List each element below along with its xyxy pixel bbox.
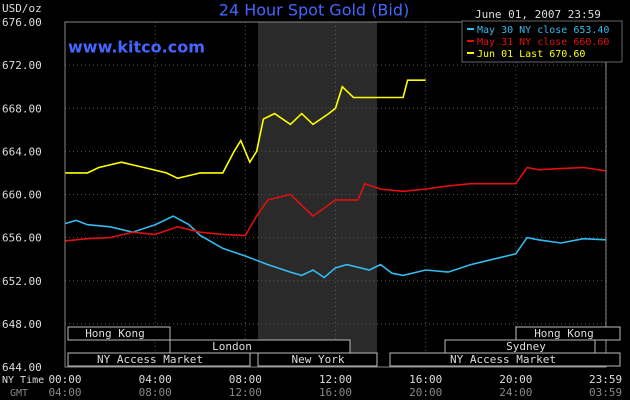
x-tick-label: 20:00 (499, 373, 532, 386)
y-tick-label: 664.00 (2, 145, 42, 158)
session-box (169, 339, 351, 354)
y-tick-label: 644.00 (2, 361, 42, 374)
legend-label: May 30 NY close 653.40 (477, 25, 609, 36)
session-box (67, 326, 171, 341)
legend (461, 20, 623, 63)
session-box (67, 352, 251, 367)
gmt-tick-label: 16:00 (319, 386, 352, 399)
chart-title: 24 Hour Spot Gold (Bid) (219, 1, 409, 20)
y-tick-label: 652.00 (2, 275, 42, 288)
source: www.kitco.com (68, 38, 205, 57)
legend-label: Jun 01 Last 670.60 (477, 49, 585, 60)
session-label: NY Access Market (97, 353, 203, 366)
y-axis-label: USD/oz (2, 2, 42, 15)
x-tick-label: 16:00 (409, 373, 442, 386)
x-tick-label: 04:00 (139, 373, 172, 386)
session-label: London (212, 340, 252, 353)
date: June 01, 2007 23:59 (475, 8, 601, 21)
x-tick-label: 08:00 (229, 373, 262, 386)
gmt-tick-label: 04:00 (48, 386, 81, 399)
gmt-tick-label: 03:59 (589, 386, 622, 399)
gmt-tick-label: 08:00 (139, 386, 172, 399)
session-box (444, 339, 596, 354)
session-label: NY Access Market (450, 353, 556, 366)
session-box (257, 352, 378, 367)
y-tick-label: 660.00 (2, 189, 42, 202)
plot-frame (64, 21, 607, 368)
sessions: Hong Kong London NY Access Market New Yo… (67, 326, 621, 367)
session-label: Hong Kong (85, 327, 145, 340)
y-tick-label: 668.00 (2, 102, 42, 115)
x-tick-label: 23:59 (589, 373, 622, 386)
x-row-label: NY Time (2, 375, 44, 386)
session-label: New York (292, 353, 345, 366)
series-line (64, 215, 606, 279)
gmt-tick-label: 12:00 (229, 386, 262, 399)
x-tick-label: 00:00 (48, 373, 81, 386)
y-tick-label: 676.00 (2, 16, 42, 29)
y-tick-label: 672.00 (2, 59, 42, 72)
gmt-tick-label: 20:00 (409, 386, 442, 399)
series-line (65, 79, 426, 180)
session-label: Sydney (506, 340, 546, 353)
gmt-tick-label: 24:00 (499, 386, 532, 399)
series-line (64, 166, 606, 242)
x-row-label: GMT (10, 388, 28, 399)
session-label: Hong Kong (534, 327, 594, 340)
y-tick-label: 656.00 (2, 232, 42, 245)
y-tick-label: 648.00 (2, 318, 42, 331)
x-tick-label: 12:00 (319, 373, 352, 386)
lines (64, 79, 606, 279)
legend-label: May 31 NY close 660.60 (477, 37, 609, 48)
